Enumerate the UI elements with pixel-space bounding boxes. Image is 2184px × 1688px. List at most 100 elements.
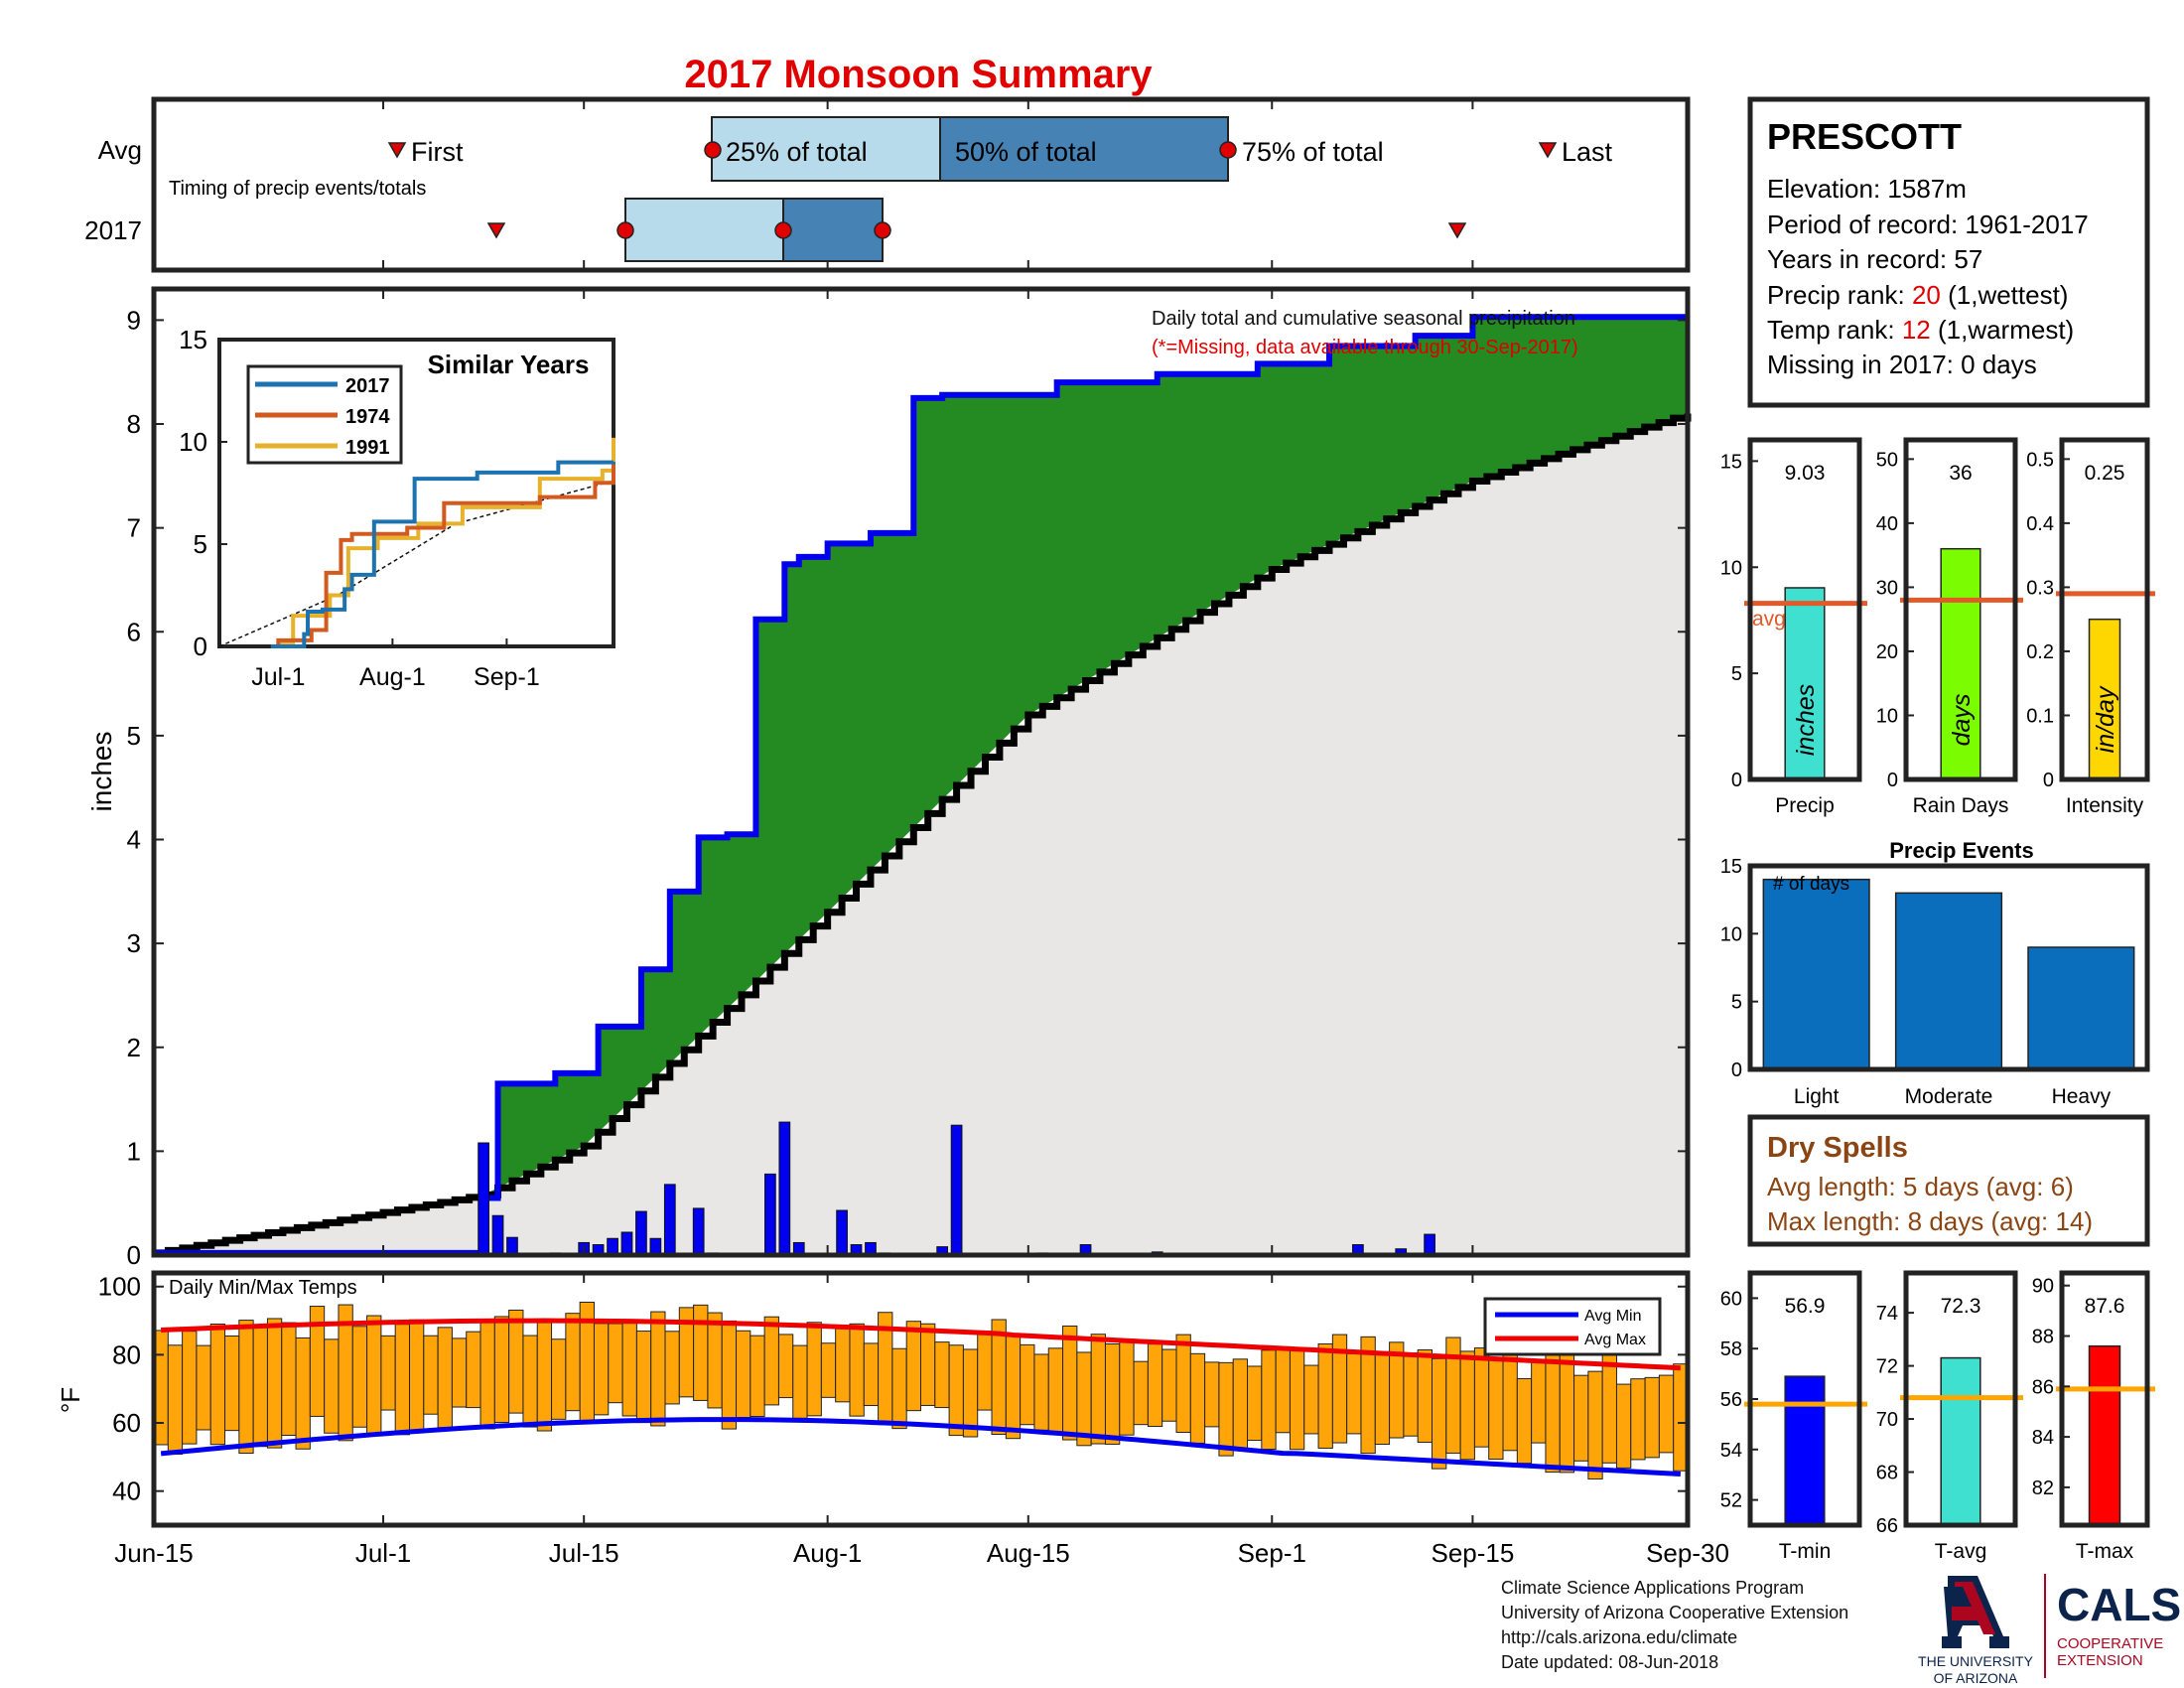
event-bar-light [1762, 878, 1870, 1070]
temp-bar [324, 1338, 340, 1434]
main-y-tick-label: 8 [127, 409, 141, 439]
temp-bar [763, 1316, 779, 1406]
rain-days-panel-tick-label: 20 [1876, 641, 1898, 663]
precip-panel-unit: inches [1792, 684, 1820, 756]
tmax-panel-value: 87.6 [2085, 1295, 2125, 1318]
temp-bar [593, 1323, 610, 1416]
daily-precip-bar [1424, 1233, 1435, 1256]
rain-days-panel-tick-label: 10 [1876, 705, 1898, 727]
elevation: Elevation: 1587m [1767, 174, 1967, 204]
timing-box-2017-25-50 [624, 198, 784, 262]
temp-bar [1432, 1357, 1447, 1470]
temp-bar [806, 1322, 822, 1417]
temp-bar [707, 1312, 723, 1409]
dry-max-length: Max length: 8 days (avg: 14) [1767, 1206, 2093, 1236]
temp-bar [635, 1331, 652, 1424]
temp-bar [536, 1322, 553, 1432]
rain-days-panel: 0 10 20 30 40 50 36 days Rain Days [1876, 437, 2023, 817]
p25-2017-marker [616, 221, 634, 239]
temp-bar [394, 1324, 411, 1436]
temp-bar [1303, 1364, 1319, 1435]
precip-panel-tick-label: 10 [1720, 557, 1742, 579]
tavg-panel: 66 68 70 72 74 72.3 T-avg [1876, 1270, 2023, 1563]
first-label: First [411, 137, 464, 167]
tavg-panel-tick-label: 70 [1876, 1409, 1898, 1431]
temp-bar [1473, 1347, 1490, 1448]
dry-spells-title: Dry Spells [1767, 1132, 1908, 1164]
main-frame [151, 286, 1691, 1258]
intensity-panel-bar [2088, 618, 2121, 780]
main-y-tick-label: 9 [127, 305, 141, 335]
temp-bar [1005, 1335, 1022, 1440]
timing-frame [151, 96, 1691, 273]
rain-days-panel-tick-label: 30 [1876, 577, 1898, 599]
precip-events-chart: Precip Events Light Moderate Heavy 0 5 10 15 #… [1720, 838, 2150, 1108]
temp-bar [196, 1344, 211, 1431]
main-missing-note: (*=Missing, data available through 30-Se… [1152, 337, 1578, 358]
tmax-panel-bar [2088, 1344, 2121, 1526]
temperature-chart: 40 60 80 100 Daily Min/Max Temps °F Avg Min… [56, 1270, 1691, 1528]
temp-bar [948, 1344, 964, 1437]
temp-bar [1020, 1343, 1035, 1426]
p75-label: 75% of total [1242, 137, 1384, 167]
tmax-panel-label: T-max [2076, 1540, 2134, 1563]
events-y-tick-label: 5 [1731, 992, 1742, 1014]
temp-bar [1104, 1343, 1121, 1445]
tmin-panel-tick-label: 58 [1720, 1338, 1742, 1360]
temp-bar [820, 1342, 837, 1398]
missing-days: Missing in 2017: 0 days [1767, 350, 2037, 379]
temp-bar [351, 1326, 368, 1428]
main-x-tick-label: Sep-1 [1238, 1538, 1306, 1568]
temp-bar [380, 1335, 396, 1411]
similar-y-tick-label: 0 [194, 632, 207, 661]
temp-bar [1488, 1357, 1504, 1461]
temp-y-tick-label: 60 [112, 1408, 141, 1438]
temp-bar [621, 1323, 637, 1417]
p75-avg-marker [1219, 141, 1237, 159]
timing-box-avg-25-50 [711, 116, 941, 182]
temp-bar [1658, 1374, 1675, 1454]
rain-days-panel-label: Rain Days [1913, 794, 2009, 817]
temp-bar [522, 1335, 538, 1428]
tmax-panel-tick-label: 82 [2032, 1477, 2054, 1499]
main-y-tick-label: 4 [127, 825, 141, 855]
main-y-tick-label: 5 [127, 721, 141, 751]
first-avg-marker [387, 142, 407, 159]
temp-bar [224, 1335, 240, 1432]
first-2017-marker [486, 222, 506, 239]
footer-line4: Date updated: 08-Jun-2018 [1501, 1652, 1719, 1672]
precip-panel-tick-label: 15 [1720, 451, 1742, 473]
daily-precip-bar [491, 1214, 504, 1256]
temp-bar [1033, 1353, 1049, 1431]
rain-days-panel-unit: days [1948, 694, 1976, 747]
temp-bar [1090, 1334, 1106, 1445]
main-x-tick-label: Jul-1 [355, 1538, 411, 1568]
intensity-panel-label: Intensity [2066, 794, 2144, 817]
similar-axis: 0 5 10 15 Jul-1 Aug-1 Sep-1 [179, 325, 540, 691]
daily-temp-bars [153, 1301, 1689, 1479]
temp-bar [479, 1321, 495, 1430]
precip-panel-label: Precip [1775, 794, 1835, 817]
temp-bar [493, 1316, 510, 1423]
precip-panel-value: 9.03 [1785, 462, 1826, 485]
temp-bar [1403, 1351, 1419, 1437]
temp-bar [977, 1331, 993, 1411]
temp-bar [792, 1344, 808, 1419]
temp-bar [849, 1323, 865, 1417]
precip-avg-label: avg [1752, 608, 1786, 631]
temp-bar [466, 1331, 481, 1409]
timing-row-2017: 2017 [84, 215, 142, 245]
temp-bar [693, 1304, 709, 1401]
similar-years-inset: 0 5 10 15 Jul-1 Aug-1 Sep-1 Similar Years 2017… [179, 325, 615, 691]
temp-bar [1317, 1342, 1333, 1449]
rain-days-panel-value: 36 [1949, 462, 1972, 485]
similar-x-tick-label: Sep-1 [474, 663, 540, 691]
timing-subtitle: Timing of precip events/totals [169, 178, 426, 200]
temp-bar [238, 1320, 254, 1455]
events-y-tick-label: 10 [1720, 923, 1742, 945]
tmin-panel-tick-label: 60 [1720, 1288, 1742, 1310]
station-name: PRESCOTT [1767, 116, 1962, 157]
cals-sub1: COOPERATIVE [2057, 1635, 2163, 1652]
